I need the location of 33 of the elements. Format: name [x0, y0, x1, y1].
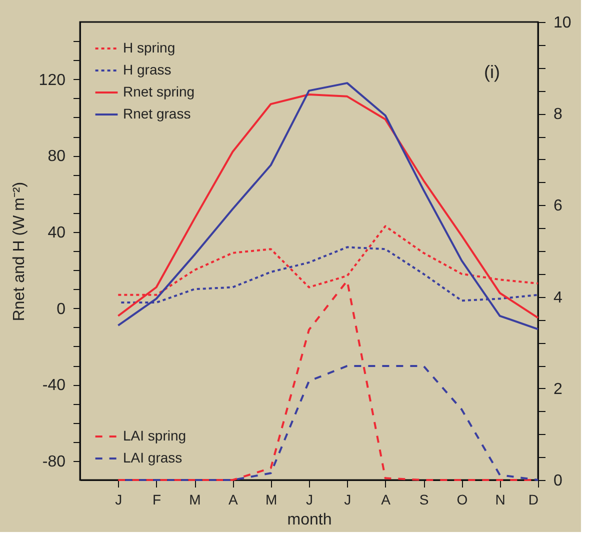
x-tick-label: J: [115, 492, 122, 508]
legend-label: LAI grass: [123, 450, 182, 466]
y2-tick-label: 2: [554, 380, 562, 398]
x-tick-label: M: [189, 492, 201, 508]
x-tick-label: N: [495, 492, 506, 508]
x-axis-title: month: [287, 512, 332, 528]
legend-label: H spring: [123, 40, 176, 56]
x-tick-label: O: [456, 492, 468, 508]
legend-label: H grass: [123, 62, 172, 78]
x-tick-label: J: [306, 492, 313, 508]
x-tick-label: D: [528, 492, 538, 508]
x-tick-label: S: [419, 492, 429, 508]
y-tick-label: -40: [42, 377, 66, 394]
y-tick-label: -80: [42, 453, 66, 470]
y2-tick-label: 8: [554, 106, 562, 124]
y-axis-title: Rnet and H (W m⁻²): [10, 182, 28, 322]
x-tick-label: J: [344, 492, 352, 508]
y-tick-label: 120: [38, 72, 66, 89]
y2-tick-label: 10: [554, 14, 572, 32]
legend-label: Rnet grass: [123, 106, 191, 122]
legend-label: Rnet spring: [123, 84, 195, 100]
y-tick-label: 0: [56, 300, 66, 318]
y-tick-label: 80: [48, 148, 66, 166]
x-tick-label: A: [228, 492, 238, 508]
x-tick-label: A: [381, 492, 392, 508]
legend-label: LAI spring: [123, 428, 186, 444]
x-tick-label: F: [152, 492, 162, 508]
y2-tick-label: 6: [554, 198, 562, 215]
y-tick-label: 40: [48, 224, 66, 242]
x-tick-label: M: [265, 492, 278, 508]
y2-tick-label: 0: [554, 472, 562, 490]
y2-tick-label: 4: [554, 289, 562, 306]
annotation: (i): [484, 62, 500, 82]
